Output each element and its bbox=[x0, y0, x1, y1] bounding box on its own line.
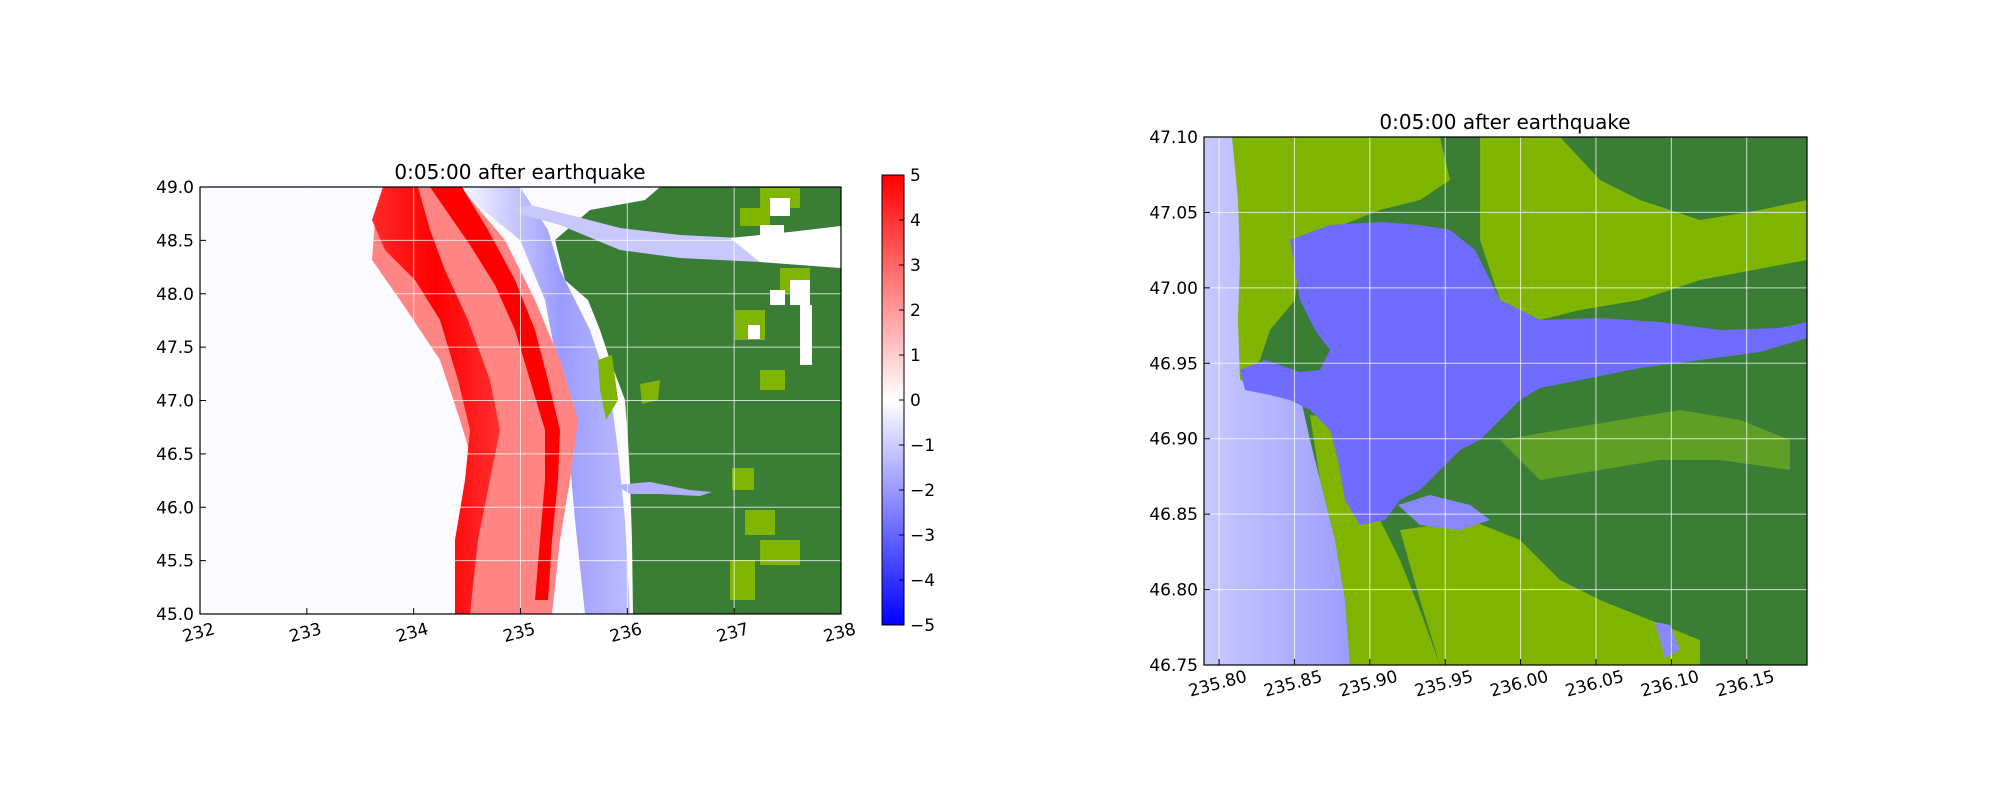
chart-1-ytick-label: 45.5 bbox=[156, 552, 194, 572]
colorbar-tick-label: −1 bbox=[910, 436, 935, 456]
chart-1-estuary bbox=[615, 482, 712, 496]
colorbar-tick-label: 1 bbox=[910, 346, 921, 366]
chart-1-xtick-label: 238 bbox=[821, 619, 858, 647]
chart-1-ytick-label: 45.0 bbox=[156, 605, 194, 625]
chart-1-ytick-label: 46.5 bbox=[156, 445, 194, 465]
colorbar-tick-label: −3 bbox=[910, 526, 935, 546]
chart-2-northern-lowland bbox=[1232, 137, 1450, 390]
chart-2-xtick-label: 236.00 bbox=[1488, 667, 1551, 702]
chart-1-ytick-label: 48.0 bbox=[156, 285, 194, 305]
chart-2-ytick-label: 46.85 bbox=[1149, 505, 1198, 525]
colorbar-ticks: 5 4 3 2 1 0 −1 −2 −3 −4 −5 bbox=[899, 166, 935, 636]
chart-2-northern-valleys bbox=[1480, 137, 1807, 320]
colorbar-tick-label: 5 bbox=[910, 166, 921, 186]
colorbar-tick-label: 2 bbox=[910, 301, 921, 321]
chart-2-plot-area bbox=[1204, 137, 1807, 665]
chart-1-no-data-cells bbox=[748, 198, 812, 365]
chart-1-xtick-label: 233 bbox=[287, 619, 324, 647]
chart-1-ytick-label: 46.0 bbox=[156, 498, 194, 518]
chart-2-ytick-label: 46.95 bbox=[1149, 354, 1198, 374]
chart-2-xtick-label: 236.15 bbox=[1714, 667, 1777, 702]
colorbar-tick-label: 4 bbox=[910, 211, 921, 231]
chart-1-title: 0:05:00 after earthquake bbox=[394, 160, 645, 184]
chart-2: 0:05:00 after earthquake 46.75 46.80 46.85… bbox=[1149, 110, 1808, 702]
chart-2-ytick-label: 46.75 bbox=[1149, 656, 1198, 676]
colorbar-tick-label: 0 bbox=[910, 391, 921, 411]
chart-1-coastal-lowland bbox=[598, 355, 618, 420]
chart-1-ytick-label: 49.0 bbox=[156, 178, 194, 198]
chart-1-xtick-label: 235 bbox=[501, 619, 538, 647]
chart-2-xtick-label: 235.85 bbox=[1262, 667, 1325, 702]
chart-2-ytick-label: 47.00 bbox=[1149, 279, 1198, 299]
chart-2-ocean bbox=[1204, 137, 1350, 665]
chart-1-lowland-patch bbox=[640, 380, 660, 404]
chart-2-ytick-label: 46.80 bbox=[1149, 581, 1198, 601]
chart-2-ytick-label: 46.90 bbox=[1149, 430, 1198, 450]
chart-2-ytick-label: 47.10 bbox=[1149, 128, 1198, 148]
chart-1-ytick-label: 47.0 bbox=[156, 392, 194, 412]
chart-2-valley-band bbox=[1500, 410, 1790, 480]
chart-2-inlet bbox=[1398, 495, 1490, 530]
chart-1-ytick-label: 47.5 bbox=[156, 338, 194, 358]
chart-1-no-data-strait bbox=[730, 226, 841, 268]
chart-2-ytick-label: 47.05 bbox=[1149, 203, 1198, 223]
chart-2-xtick-label: 235.90 bbox=[1337, 667, 1400, 702]
chart-2-xtick-label: 236.10 bbox=[1639, 667, 1702, 702]
colorbar-tick-label: −5 bbox=[910, 616, 935, 636]
chart-1-xtick-label: 237 bbox=[715, 619, 752, 647]
chart-2-axes-frame bbox=[1203, 136, 1808, 666]
chart-1-xtick-label: 236 bbox=[608, 619, 645, 647]
chart-1-eastern-highlands bbox=[730, 188, 810, 600]
chart-1-y-ticks: 45.0 45.5 46.0 46.5 47.0 47.5 48.0 48.5 49.0 bbox=[156, 178, 206, 625]
colorbar-tick-label: −2 bbox=[910, 481, 935, 501]
chart-2-bay bbox=[1240, 222, 1807, 525]
chart-2-y-ticks: 46.75 46.80 46.85 46.90 46.95 47.00 47.05 47.10 bbox=[1149, 128, 1210, 676]
chart-2-xtick-label: 236.05 bbox=[1563, 667, 1626, 702]
chart-1: 0:05:00 after earthquake bbox=[156, 160, 935, 647]
chart-2-xtick-label: 235.95 bbox=[1413, 667, 1476, 702]
chart-2-south-inlet bbox=[1655, 622, 1680, 658]
chart-1-ytick-label: 48.5 bbox=[156, 231, 194, 251]
chart-2-title: 0:05:00 after earthquake bbox=[1379, 110, 1630, 134]
chart-2-southern-lowland bbox=[1400, 520, 1700, 665]
chart-1-xtick-label: 234 bbox=[394, 619, 431, 647]
colorbar-tick-label: −4 bbox=[910, 571, 935, 591]
chart-1-crest-2 bbox=[430, 187, 560, 600]
colorbar-tick-label: 3 bbox=[910, 256, 921, 276]
